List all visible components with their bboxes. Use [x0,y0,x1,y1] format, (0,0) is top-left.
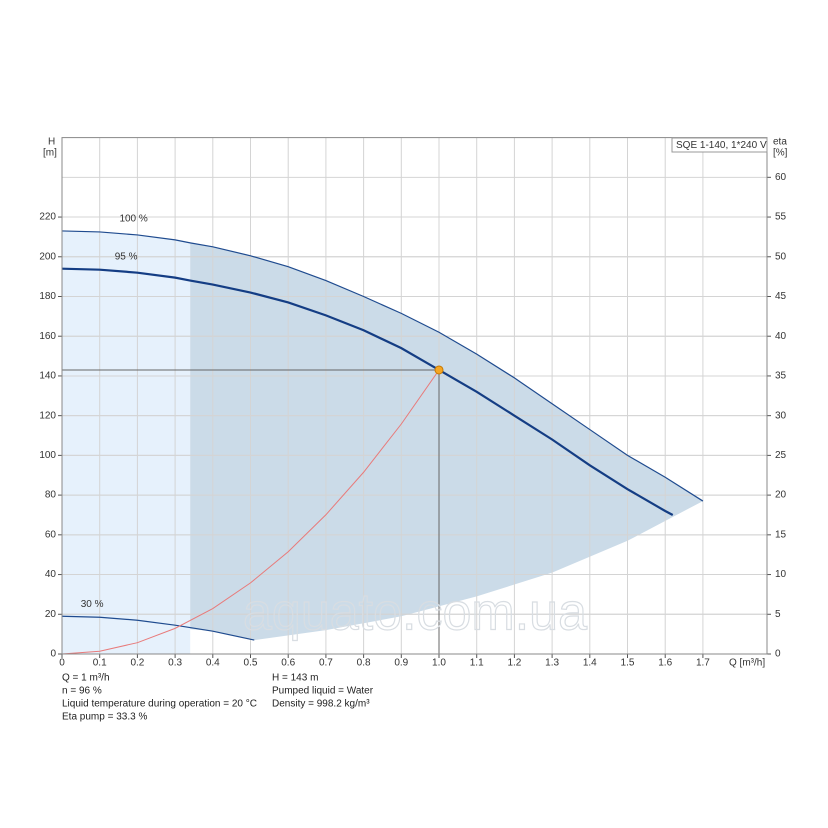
y2-tick-label: 40 [775,331,787,342]
y2-tick-label: 25 [775,450,787,461]
y-tick-label: 200 [39,251,56,262]
y-tick-label: 20 [45,609,57,620]
x-tick-label: 0 [59,658,65,669]
y2-tick-label: 15 [775,529,787,540]
x-tick-label: 1.5 [621,658,635,669]
x-tick-label: 0.1 [93,658,107,669]
curve-label: 95 % [115,251,138,262]
curve [61,230,704,502]
operating-region [62,230,191,655]
y-axis-unit: [m] [43,148,57,159]
x-tick-label: 0.4 [206,658,220,669]
y2-axis-label: eta [773,137,787,148]
y-tick-label: 0 [50,649,56,660]
y-tick-label: 100 [39,450,56,461]
x-tick-label: 1.6 [658,658,672,669]
x-tick-label: 1.0 [432,658,446,669]
y2-tick-label: 45 [775,291,787,302]
y2-tick-label: 50 [775,251,787,262]
y2-axis-unit: [%] [773,148,788,159]
x-tick-label: 0.9 [394,658,408,669]
duty-point [434,365,444,375]
x-tick-label: 0.7 [319,658,333,669]
x-tick-label: 0.6 [281,658,295,669]
operating-region [190,242,703,641]
y2-tick-label: 0 [775,649,781,660]
info-text: H = 143 m [272,673,318,684]
info-text: Eta pump = 33.3 % [62,712,147,723]
y-tick-label: 80 [45,490,57,501]
x-tick-label: 1.7 [696,658,710,669]
x-tick-label: 0.3 [168,658,182,669]
curve [61,615,255,641]
x-axis-label: Q [m³/h] [729,658,765,669]
box-label: SQE 1-140, 1*240 V [676,140,767,151]
y-tick-label: 140 [39,371,56,382]
y2-tick-label: 20 [775,490,787,501]
info-text: Liquid temperature during operation = 20… [62,699,257,710]
y-tick-label: 220 [39,212,56,223]
y2-tick-label: 30 [775,410,787,421]
curve [61,267,674,516]
info-text: Q = 1 m³/h [62,673,110,684]
label-box [671,137,768,153]
y-tick-label: 160 [39,331,56,342]
y2-tick-label: 5 [775,609,781,620]
y-tick-label: 40 [45,569,57,580]
x-tick-label: 1.4 [583,658,597,669]
watermark: aquato.com.ua [243,584,587,642]
curve-label: 30 % [81,599,104,610]
y-tick-label: 60 [45,529,57,540]
info-text: Pumped liquid = Water [272,686,374,697]
y2-tick-label: 10 [775,569,787,580]
y2-tick-label: 35 [775,371,787,382]
curve-label: 100 % [119,214,147,225]
x-tick-label: 0.8 [357,658,371,669]
x-tick-label: 1.2 [507,658,521,669]
info-text: Density = 998.2 kg/m³ [272,699,370,710]
x-tick-label: 0.2 [130,658,144,669]
x-tick-label: 0.5 [244,658,258,669]
plot-frame [61,137,768,655]
y2-tick-label: 60 [775,172,787,183]
y-tick-label: 120 [39,410,56,421]
y-tick-label: 180 [39,291,56,302]
x-tick-label: 1.1 [470,658,484,669]
x-tick-label: 1.3 [545,658,559,669]
info-text: n = 96 % [62,686,102,697]
y-axis-label: H [48,137,55,148]
curve [61,369,440,655]
y2-tick-label: 55 [775,212,787,223]
